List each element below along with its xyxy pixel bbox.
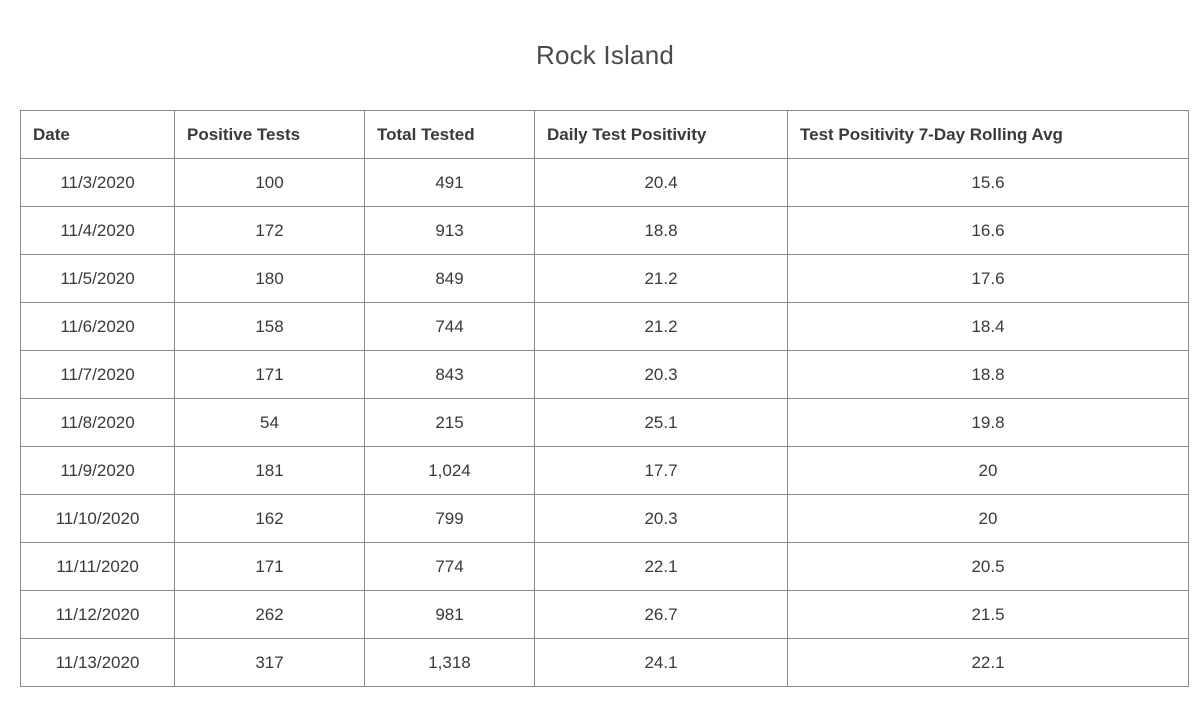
total-tested-cell: 774 — [364, 542, 535, 591]
positive-tests-cell: 180 — [174, 254, 365, 303]
table-row: 11/12/2020 262 981 26.7 21.5 — [20, 590, 1189, 639]
positive-tests-cell: 162 — [174, 494, 365, 543]
total-tested-cell: 913 — [364, 206, 535, 255]
table-title: Rock Island — [535, 40, 675, 70]
rolling-avg-cell: 21.5 — [787, 590, 1189, 639]
total-tested-cell: 1,024 — [364, 446, 535, 495]
date-cell: 11/10/2020 — [20, 494, 175, 543]
total-tested-cell: 849 — [364, 254, 535, 303]
table-row: 11/10/2020 162 799 20.3 20 — [20, 494, 1189, 543]
rolling-avg-cell: 18.8 — [787, 350, 1189, 399]
total-tested-cell: 799 — [364, 494, 535, 543]
column-header-date: Date — [20, 110, 175, 159]
column-header-daily-test-positivity: Daily Test Positivity — [534, 110, 788, 159]
date-cell: 11/13/2020 — [20, 638, 175, 687]
positive-tests-cell: 172 — [174, 206, 365, 255]
total-tested-cell: 215 — [364, 398, 535, 447]
column-header-rolling-avg: Test Positivity 7-Day Rolling Avg — [787, 110, 1189, 159]
daily-positivity-cell: 22.1 — [534, 542, 788, 591]
daily-positivity-cell: 25.1 — [534, 398, 788, 447]
table-body: 11/3/2020 100 491 20.4 15.6 11/4/2020 172 913 18… — [20, 158, 1189, 687]
date-cell: 11/4/2020 — [20, 206, 175, 255]
total-tested-cell: 843 — [364, 350, 535, 399]
date-cell: 11/8/2020 — [20, 398, 175, 447]
rolling-avg-cell: 17.6 — [787, 254, 1189, 303]
rolling-avg-cell: 20.5 — [787, 542, 1189, 591]
rolling-avg-cell: 18.4 — [787, 302, 1189, 351]
date-cell: 11/11/2020 — [20, 542, 175, 591]
table-row: 11/4/2020 172 913 18.8 16.6 — [20, 206, 1189, 255]
date-cell: 11/7/2020 — [20, 350, 175, 399]
total-tested-cell: 491 — [364, 158, 535, 207]
daily-positivity-cell: 24.1 — [534, 638, 788, 687]
rolling-avg-cell: 16.6 — [787, 206, 1189, 255]
positive-tests-cell: 54 — [174, 398, 365, 447]
daily-positivity-cell: 26.7 — [534, 590, 788, 639]
table-row: 11/13/2020 317 1,318 24.1 22.1 — [20, 638, 1189, 687]
rolling-avg-cell: 19.8 — [787, 398, 1189, 447]
column-header-positive-tests: Positive Tests — [174, 110, 365, 159]
date-cell: 11/12/2020 — [20, 590, 175, 639]
table-row: 11/5/2020 180 849 21.2 17.6 — [20, 254, 1189, 303]
total-tested-cell: 1,318 — [364, 638, 535, 687]
daily-positivity-cell: 18.8 — [534, 206, 788, 255]
positive-tests-cell: 158 — [174, 302, 365, 351]
rolling-avg-cell: 20 — [787, 494, 1189, 543]
data-table: Date Positive Tests Total Tested Daily T… — [20, 110, 1189, 687]
date-cell: 11/3/2020 — [20, 158, 175, 207]
table-row: 11/6/2020 158 744 21.2 18.4 — [20, 302, 1189, 351]
header-row: Date Positive Tests Total Tested Daily T… — [20, 110, 1189, 159]
daily-positivity-cell: 17.7 — [534, 446, 788, 495]
date-cell: 11/6/2020 — [20, 302, 175, 351]
daily-positivity-cell: 21.2 — [534, 254, 788, 303]
positive-tests-cell: 171 — [174, 542, 365, 591]
table-row: 11/11/2020 171 774 22.1 20.5 — [20, 542, 1189, 591]
date-cell: 11/5/2020 — [20, 254, 175, 303]
daily-positivity-cell: 20.4 — [534, 158, 788, 207]
total-tested-cell: 981 — [364, 590, 535, 639]
positive-tests-cell: 171 — [174, 350, 365, 399]
positive-tests-cell: 262 — [174, 590, 365, 639]
rolling-avg-cell: 22.1 — [787, 638, 1189, 687]
daily-positivity-cell: 21.2 — [534, 302, 788, 351]
table-row: 11/3/2020 100 491 20.4 15.6 — [20, 158, 1189, 207]
table-row: 11/8/2020 54 215 25.1 19.8 — [20, 398, 1189, 447]
daily-positivity-cell: 20.3 — [534, 350, 788, 399]
positive-tests-cell: 317 — [174, 638, 365, 687]
daily-positivity-cell: 20.3 — [534, 494, 788, 543]
table-row: 11/9/2020 181 1,024 17.7 20 — [20, 446, 1189, 495]
total-tested-cell: 744 — [364, 302, 535, 351]
table-row: 11/7/2020 171 843 20.3 18.8 — [20, 350, 1189, 399]
rolling-avg-cell: 20 — [787, 446, 1189, 495]
positive-tests-cell: 181 — [174, 446, 365, 495]
positive-tests-cell: 100 — [174, 158, 365, 207]
rolling-avg-cell: 15.6 — [787, 158, 1189, 207]
column-header-total-tested: Total Tested — [364, 110, 535, 159]
date-cell: 11/9/2020 — [20, 446, 175, 495]
